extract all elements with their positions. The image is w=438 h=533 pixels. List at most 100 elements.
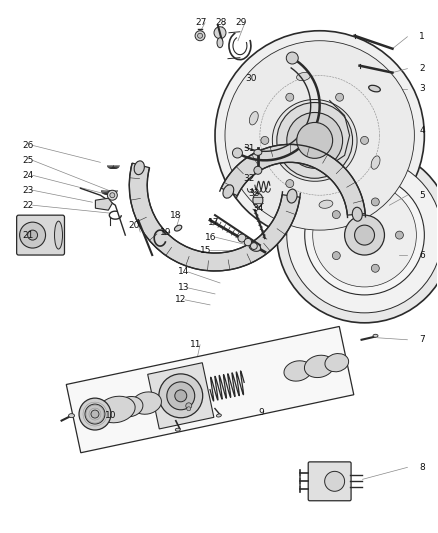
- Text: 33: 33: [248, 189, 259, 198]
- Text: 2: 2: [419, 64, 425, 73]
- Ellipse shape: [325, 353, 349, 372]
- Circle shape: [286, 93, 294, 101]
- Text: 11: 11: [190, 340, 201, 349]
- Ellipse shape: [254, 149, 262, 155]
- Circle shape: [238, 234, 246, 242]
- Circle shape: [332, 211, 340, 219]
- Circle shape: [110, 193, 115, 198]
- Ellipse shape: [68, 414, 74, 418]
- Ellipse shape: [223, 185, 234, 198]
- Text: 14: 14: [178, 268, 190, 277]
- Text: 1: 1: [419, 32, 425, 41]
- Ellipse shape: [373, 334, 378, 337]
- Circle shape: [360, 136, 368, 144]
- FancyBboxPatch shape: [17, 215, 64, 255]
- Ellipse shape: [134, 161, 145, 175]
- Text: 6: 6: [419, 251, 425, 260]
- Circle shape: [195, 31, 205, 41]
- Text: 4: 4: [419, 126, 425, 135]
- Circle shape: [396, 231, 403, 239]
- Circle shape: [198, 33, 202, 38]
- Text: 20: 20: [128, 221, 140, 230]
- Circle shape: [79, 398, 111, 430]
- Circle shape: [297, 123, 332, 158]
- Circle shape: [167, 382, 195, 410]
- Text: 17: 17: [208, 217, 219, 227]
- Ellipse shape: [371, 156, 380, 169]
- Text: 9: 9: [258, 408, 264, 417]
- Circle shape: [371, 198, 379, 206]
- Circle shape: [332, 252, 340, 260]
- Text: 15: 15: [200, 246, 212, 255]
- Ellipse shape: [249, 111, 258, 125]
- Ellipse shape: [297, 72, 311, 80]
- Text: 12: 12: [175, 295, 187, 304]
- Wedge shape: [221, 144, 365, 215]
- Text: 30: 30: [245, 74, 256, 83]
- Circle shape: [186, 403, 192, 409]
- Circle shape: [107, 190, 117, 200]
- Ellipse shape: [174, 225, 182, 231]
- Circle shape: [214, 27, 226, 39]
- Text: 26: 26: [23, 141, 34, 150]
- Text: 31: 31: [243, 144, 254, 153]
- Wedge shape: [129, 163, 300, 271]
- Ellipse shape: [132, 392, 162, 414]
- Circle shape: [244, 238, 251, 246]
- Text: 25: 25: [23, 156, 34, 165]
- Ellipse shape: [216, 414, 221, 417]
- Ellipse shape: [272, 100, 357, 181]
- Text: 7: 7: [419, 335, 425, 344]
- Text: 21: 21: [23, 231, 34, 240]
- Circle shape: [159, 374, 203, 418]
- Ellipse shape: [284, 361, 311, 381]
- Text: 29: 29: [235, 18, 246, 27]
- Polygon shape: [148, 363, 214, 429]
- Ellipse shape: [175, 428, 180, 431]
- Ellipse shape: [369, 85, 380, 92]
- Circle shape: [233, 148, 242, 158]
- Text: 5: 5: [419, 191, 425, 200]
- Circle shape: [305, 175, 424, 295]
- Circle shape: [85, 404, 105, 424]
- Ellipse shape: [54, 221, 63, 249]
- Circle shape: [261, 136, 269, 144]
- Circle shape: [277, 148, 438, 323]
- Ellipse shape: [304, 355, 334, 377]
- Circle shape: [286, 52, 298, 64]
- Circle shape: [336, 93, 343, 101]
- Circle shape: [251, 243, 257, 249]
- Ellipse shape: [319, 200, 333, 208]
- Circle shape: [20, 222, 46, 248]
- Text: 22: 22: [23, 201, 34, 209]
- Ellipse shape: [253, 193, 263, 207]
- Circle shape: [325, 471, 345, 491]
- Circle shape: [254, 166, 262, 174]
- Text: 27: 27: [195, 18, 206, 27]
- Ellipse shape: [287, 189, 297, 203]
- Circle shape: [371, 264, 379, 272]
- Circle shape: [91, 410, 99, 418]
- Circle shape: [215, 31, 424, 240]
- Polygon shape: [66, 327, 354, 453]
- Circle shape: [287, 112, 343, 168]
- Text: 8: 8: [419, 463, 425, 472]
- Circle shape: [336, 180, 343, 188]
- Text: 32: 32: [243, 174, 254, 183]
- Circle shape: [28, 230, 38, 240]
- Circle shape: [287, 157, 438, 313]
- FancyBboxPatch shape: [308, 462, 351, 501]
- Circle shape: [313, 183, 417, 287]
- Ellipse shape: [352, 207, 362, 221]
- Circle shape: [355, 225, 374, 245]
- Circle shape: [345, 215, 385, 255]
- Ellipse shape: [249, 243, 261, 252]
- Text: 3: 3: [419, 84, 425, 93]
- Ellipse shape: [217, 38, 223, 47]
- Circle shape: [175, 390, 187, 402]
- Ellipse shape: [98, 396, 135, 423]
- Text: 23: 23: [23, 185, 34, 195]
- Circle shape: [225, 41, 414, 230]
- Text: 18: 18: [170, 211, 182, 220]
- Text: 10: 10: [106, 411, 117, 420]
